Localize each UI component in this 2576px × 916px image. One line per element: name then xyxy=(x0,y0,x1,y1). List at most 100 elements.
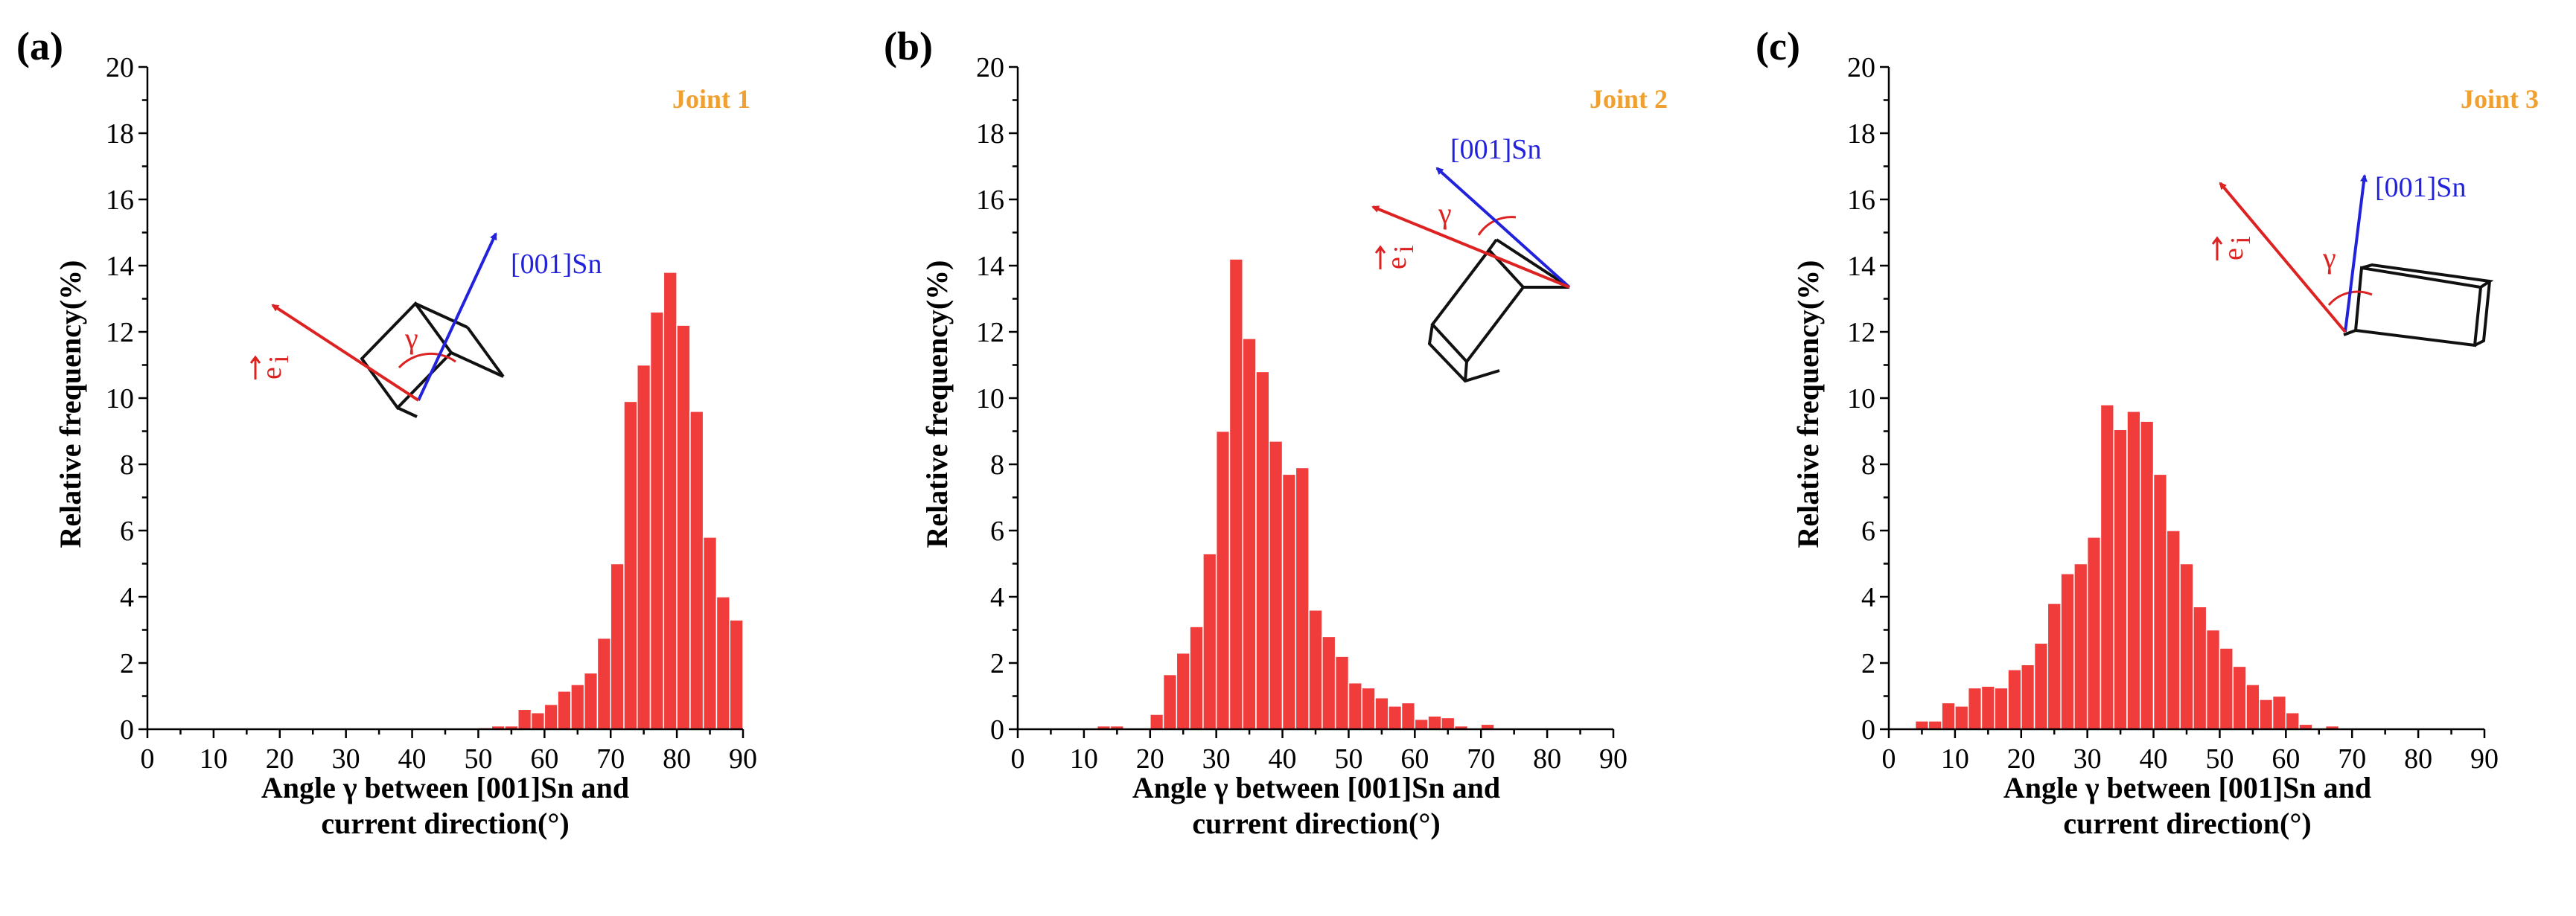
bar xyxy=(1967,687,1983,730)
y-tick-label: 14 xyxy=(106,251,134,282)
y-tick-label: 10 xyxy=(976,383,1004,414)
bar xyxy=(702,537,718,730)
x-axis-title-line-1: Angle γ between [001]Sn and xyxy=(1132,771,1500,804)
x-tick-label: 0 xyxy=(1011,743,1025,775)
bar xyxy=(1348,682,1362,730)
e-label: e xyxy=(1381,257,1412,269)
e-label: e xyxy=(256,367,287,379)
bar xyxy=(1427,715,1442,730)
bar xyxy=(2047,603,2062,730)
bar xyxy=(2152,473,2168,730)
bars xyxy=(477,272,744,730)
sn-label: [001]Sn xyxy=(1450,134,1541,165)
crystal-box-icon xyxy=(360,301,505,418)
x-tick-label: 50 xyxy=(464,743,492,775)
bar xyxy=(1334,656,1350,730)
joint-annotation: Joint 3 xyxy=(2461,84,2539,114)
bar xyxy=(1374,696,1389,730)
bar xyxy=(543,703,558,730)
bar xyxy=(1388,705,1403,730)
y-tick-label: 6 xyxy=(990,516,1004,547)
y-tick-label: 16 xyxy=(106,185,134,216)
x-tick-label: 10 xyxy=(200,743,228,775)
bar xyxy=(2232,665,2247,730)
y-tick-label: 0 xyxy=(1861,714,1875,746)
bar xyxy=(1189,626,1204,730)
x-tick-label: 60 xyxy=(530,743,558,775)
panel-label: (b) xyxy=(884,24,933,68)
sn-direction-arrow-icon xyxy=(417,232,497,401)
x-axis-title-line-2: current direction(°) xyxy=(1192,807,1440,840)
bar xyxy=(2100,404,2114,730)
bar xyxy=(637,364,651,730)
y-tick-label: 20 xyxy=(976,52,1004,83)
y-tick-label: 18 xyxy=(106,118,134,150)
bar xyxy=(2086,537,2102,730)
x-tick-label: 30 xyxy=(332,743,360,775)
y-tick-label: 12 xyxy=(976,317,1004,348)
bar xyxy=(530,712,546,730)
y-tick-label: 4 xyxy=(990,582,1004,613)
bar xyxy=(1400,702,1416,730)
e-subscript: i xyxy=(2225,236,2257,244)
x-tick-label: 50 xyxy=(1334,743,1362,775)
y-tick-label: 14 xyxy=(976,251,1004,282)
y-tick-label: 6 xyxy=(1861,516,1875,547)
x-tick-label: 0 xyxy=(1882,743,1896,775)
bar xyxy=(2285,712,2300,730)
y-tick-label: 8 xyxy=(990,449,1004,481)
current-direction-label: e i xyxy=(249,355,295,379)
x-tick-label: 20 xyxy=(266,743,294,775)
x-tick-label: 10 xyxy=(1941,743,1969,775)
gamma-label: γ xyxy=(1438,196,1452,230)
bar xyxy=(1228,258,1243,730)
gamma-label: γ xyxy=(404,321,418,355)
bar xyxy=(2166,530,2181,730)
bar xyxy=(2060,573,2075,730)
panel-label: (a) xyxy=(16,24,63,68)
current-direction-arrow-icon xyxy=(1371,205,1570,289)
y-tick-label: 8 xyxy=(120,449,134,481)
y-tick-label: 2 xyxy=(990,648,1004,679)
x-tick-label: 90 xyxy=(2470,743,2499,775)
x-tick-label: 70 xyxy=(596,743,625,775)
bar xyxy=(1980,685,1995,730)
x-tick-label: 30 xyxy=(1202,743,1231,775)
y-tick-label: 12 xyxy=(1847,317,1875,348)
bar xyxy=(2033,642,2049,730)
bar xyxy=(2113,429,2128,730)
current-direction-arrow-icon xyxy=(271,304,420,402)
current-direction-label: e i xyxy=(2211,236,2257,260)
plot-area: 0 10 20 30 40 50 60 70 80 90 0 2 4 6 8 10 12 14 16 18 20 xyxy=(1847,52,2499,775)
bar xyxy=(1176,652,1190,730)
x-tick-label: 30 xyxy=(2073,743,2102,775)
y-tick-label: 18 xyxy=(1847,118,1875,150)
x-tick-label: 0 xyxy=(141,743,155,775)
x-axis-title-line-1: Angle γ between [001]Sn and xyxy=(2003,771,2371,804)
bar xyxy=(1295,467,1310,730)
current-direction-label: e i xyxy=(1374,245,1420,269)
bar xyxy=(1202,553,1217,730)
bar xyxy=(610,563,625,730)
inset-diagram: [001]Sn γ e i xyxy=(249,232,602,418)
x-axis-title-line-2: current direction(°) xyxy=(321,807,569,840)
y-tick-label: 0 xyxy=(990,714,1004,746)
y-tick-label: 4 xyxy=(120,582,134,613)
bar xyxy=(2179,563,2194,730)
bar xyxy=(1954,705,1969,730)
x-tick-label: 80 xyxy=(1533,743,1561,775)
sn-direction-arrow-icon xyxy=(2344,174,2368,333)
vector-arrow-icon xyxy=(2211,236,2223,260)
gamma-label: γ xyxy=(2322,241,2336,275)
y-tick-label: 12 xyxy=(106,317,134,348)
bar xyxy=(2219,647,2234,730)
bar xyxy=(1150,714,1164,730)
bar xyxy=(1281,473,1297,730)
x-tick-label: 40 xyxy=(2140,743,2168,775)
bar xyxy=(2126,411,2141,730)
sn-label: [001]Sn xyxy=(511,249,602,280)
bar xyxy=(1941,702,1956,730)
x-tick-label: 50 xyxy=(2205,743,2234,775)
bar xyxy=(2205,629,2221,730)
